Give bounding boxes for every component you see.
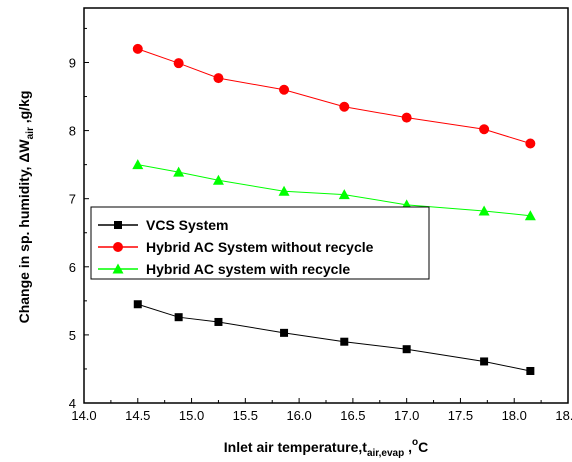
series-line [137,164,531,217]
data-point [401,112,412,123]
legend-swatch-hybrid-with-recycle [98,263,138,274]
x-tick-label: 16.0 [286,408,311,423]
legend: VCS System Hybrid AC System without recy… [90,206,430,280]
x-tick-label: 16.5 [340,408,365,423]
x-tick-label: 15.5 [233,408,258,423]
data-point [339,101,350,112]
data-point [279,84,290,95]
data-point [338,189,350,200]
x-axis-title: Inlet air temperature,tair,evap ,oC [224,437,428,459]
y-axis: 4 5 6 7 8 9 [69,27,89,411]
data-point [214,317,223,326]
data-point [479,124,490,135]
y-tick-label: 8 [69,124,76,139]
legend-label-vcs: VCS System [146,217,228,233]
data-point [280,328,289,337]
data-point [133,300,142,309]
data-point [278,185,290,196]
y-tick-label: 4 [69,396,76,411]
data-point [132,43,143,54]
legend-swatch-hybrid-without-recycle [98,242,138,252]
legend-swatch-vcs [98,221,138,229]
data-point [478,205,490,216]
plot-frame [83,7,569,404]
x-tick-label: 18.5 [555,408,572,423]
x-tick-label: 15.0 [179,408,204,423]
data-point [340,337,349,346]
data-point [480,357,489,366]
data-point [213,73,224,84]
series-line [137,303,531,372]
x-tick-label: 17.5 [448,408,473,423]
y-tick-label: 7 [69,192,76,207]
series-1 [133,300,535,375]
series-2 [132,43,536,149]
x-tick-label: 14.5 [125,408,150,423]
legend-box [90,206,430,280]
data-point [132,159,144,170]
data-point [526,366,535,375]
y-tick-label: 6 [69,260,76,275]
legend-swatch-marker [114,221,122,229]
legend-label-hybrid-with-recycle: Hybrid AC system with recycle [146,261,350,277]
data-point [173,58,184,69]
x-axis: 14.0 14.5 15.0 15.5 16.0 16.5 17.0 17.5 18.0 18.5 [71,398,572,423]
legend-swatch-marker [112,263,124,274]
data-point [525,138,536,149]
legend-swatch-marker [113,242,123,252]
data-point [173,166,185,177]
x-tick-label: 17.0 [394,408,419,423]
data-point [524,210,536,221]
legend-label-hybrid-without-recycle: Hybrid AC System without recycle [146,239,374,255]
data-point [402,345,411,354]
y-tick-label: 9 [69,55,76,70]
y-tick-label: 5 [69,328,76,343]
data-point [174,313,183,322]
x-tick-label: 18.0 [502,408,527,423]
series-layer [132,43,536,375]
y-axis-title: Change in sp. humidity, ΔWair ,g/kg [16,91,36,324]
x-tick-label: 14.0 [71,408,96,423]
series-line [137,48,531,145]
data-point [212,174,224,185]
